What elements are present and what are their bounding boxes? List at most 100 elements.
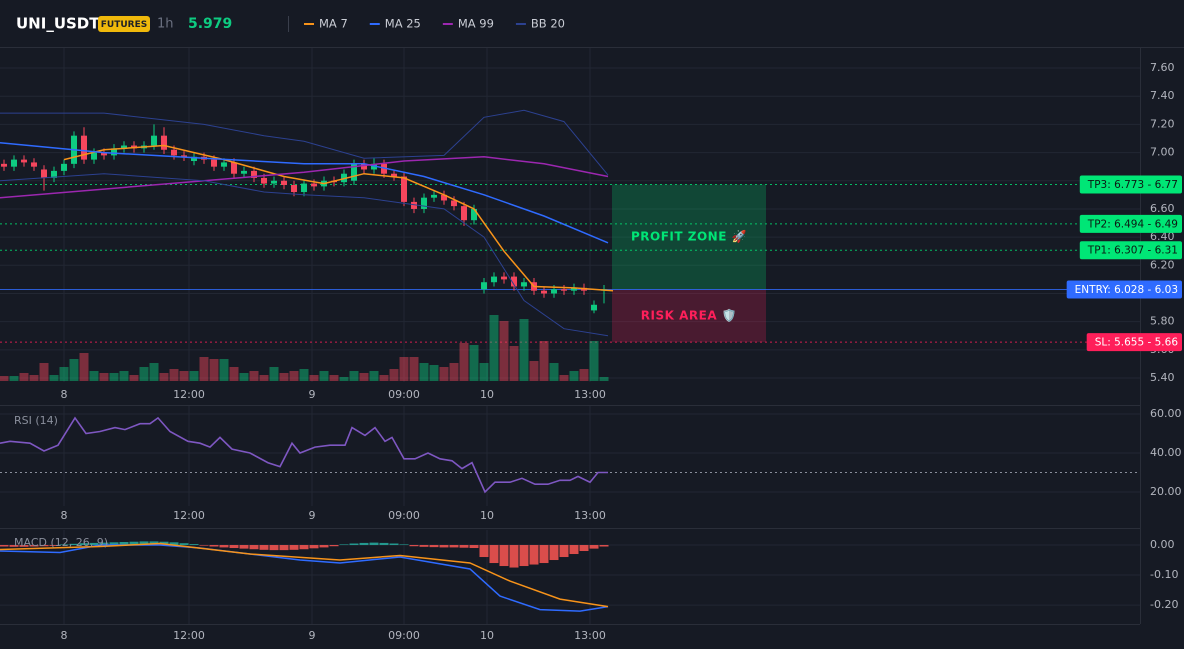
candle-body	[231, 162, 237, 174]
histogram-bar	[529, 545, 539, 565]
volume-bar	[509, 346, 519, 381]
y-tick-label: 6.40	[1150, 230, 1175, 243]
volume-bar	[209, 359, 219, 381]
candle-body	[521, 282, 527, 287]
candle-body	[241, 170, 247, 174]
histogram-bar	[179, 543, 189, 546]
level-label-bg	[1086, 333, 1182, 352]
volume-bar	[589, 341, 599, 381]
candle-body	[401, 176, 407, 202]
histogram-bar	[129, 541, 139, 546]
histogram-bar	[349, 543, 359, 546]
histogram-bar	[479, 545, 489, 558]
grid-layer	[0, 48, 1141, 625]
histogram-bar	[199, 545, 209, 546]
volume-bar	[259, 375, 269, 381]
volume-bar	[579, 369, 589, 381]
legend-label: MA 25	[385, 17, 421, 31]
macd-line	[0, 544, 609, 612]
candle-body	[221, 162, 227, 167]
candle-body	[411, 201, 417, 209]
x-tick-label: 10	[480, 629, 494, 642]
y-tick-label: 7.00	[1150, 146, 1175, 159]
histogram-bar	[229, 545, 239, 549]
volume-bar	[0, 376, 9, 381]
candle-body	[261, 177, 267, 184]
candle-body	[81, 135, 87, 160]
rsi-line	[0, 416, 608, 494]
volume-bar	[299, 369, 309, 381]
candle-body	[21, 159, 27, 163]
histogram-bar	[309, 545, 319, 549]
histogram-bar	[569, 545, 579, 555]
macd-line	[0, 542, 609, 608]
legend-label: MA 99	[458, 17, 494, 31]
volume-bar	[599, 377, 609, 381]
volume-bar	[359, 373, 369, 381]
symbol: UNI_USDT	[16, 15, 100, 33]
candle-body	[281, 180, 287, 185]
candle-body	[591, 304, 597, 311]
candle-body	[541, 290, 547, 294]
x-tick-label: 8	[61, 509, 68, 522]
level-label-bg	[1066, 280, 1182, 299]
volume-bar	[499, 321, 509, 381]
histogram-bar	[539, 545, 549, 564]
candle-body	[251, 170, 257, 178]
volume-bar	[79, 353, 89, 381]
volume-bar	[469, 345, 479, 381]
histogram-bar	[109, 542, 119, 546]
x-tick-label: 13:00	[574, 509, 606, 522]
x-tick-label: 12:00	[173, 509, 205, 522]
volume-bar	[39, 363, 49, 381]
level-label: SL: 5.655 - 5.66	[1095, 337, 1179, 349]
volume-bar	[29, 375, 39, 381]
indicator-line	[63, 144, 614, 292]
volume-bar	[439, 367, 449, 381]
zone-label: RISK AREA 🛡️	[641, 308, 737, 322]
candle-body	[61, 163, 67, 171]
histogram-bar	[59, 544, 69, 546]
candle-body	[101, 152, 107, 156]
x-tick-label: 10	[480, 509, 494, 522]
histogram-bar	[79, 543, 89, 546]
histogram-bar	[419, 545, 429, 547]
volume-bar	[9, 376, 19, 381]
histogram-bar	[259, 545, 269, 550]
y-tick-label: 20.00	[1150, 485, 1182, 498]
volume-bar	[149, 363, 159, 381]
volume-bar	[59, 367, 69, 381]
histogram-bar	[279, 545, 289, 551]
candle-body	[191, 156, 197, 162]
candle-body	[511, 276, 517, 287]
histogram-bar	[289, 545, 299, 550]
volume-bar	[69, 359, 79, 381]
histogram-bar	[429, 545, 439, 548]
indicator-line-lower	[0, 173, 609, 337]
histogram-bar	[459, 545, 469, 548]
panel-title: MACD (12, 26, 9)	[14, 536, 108, 549]
volume-bar	[569, 371, 579, 381]
last-price: 5.979	[188, 16, 232, 32]
x-tick-label: 8	[61, 629, 68, 642]
data-layer	[0, 109, 1140, 612]
candle-body	[271, 180, 277, 184]
candle-body	[211, 159, 217, 167]
level-label: TP2: 6.494 - 6.49	[1087, 218, 1178, 230]
candle-body	[421, 197, 427, 209]
histogram-bar	[499, 545, 509, 567]
volume-bar	[19, 373, 29, 381]
histogram-bar	[559, 545, 569, 558]
histogram-bar	[519, 545, 529, 567]
volume-bar	[339, 377, 349, 381]
volume-bar	[179, 371, 189, 381]
volume-bar	[139, 367, 149, 381]
badge: FUTURES	[101, 20, 147, 30]
volume-bar	[229, 367, 239, 381]
y-tick-label: -0.10	[1150, 568, 1178, 581]
candle-body	[461, 206, 467, 221]
candle-body	[481, 282, 487, 290]
volume-bar	[199, 357, 209, 381]
volume-bar	[219, 359, 229, 381]
volume-bar	[349, 371, 359, 381]
